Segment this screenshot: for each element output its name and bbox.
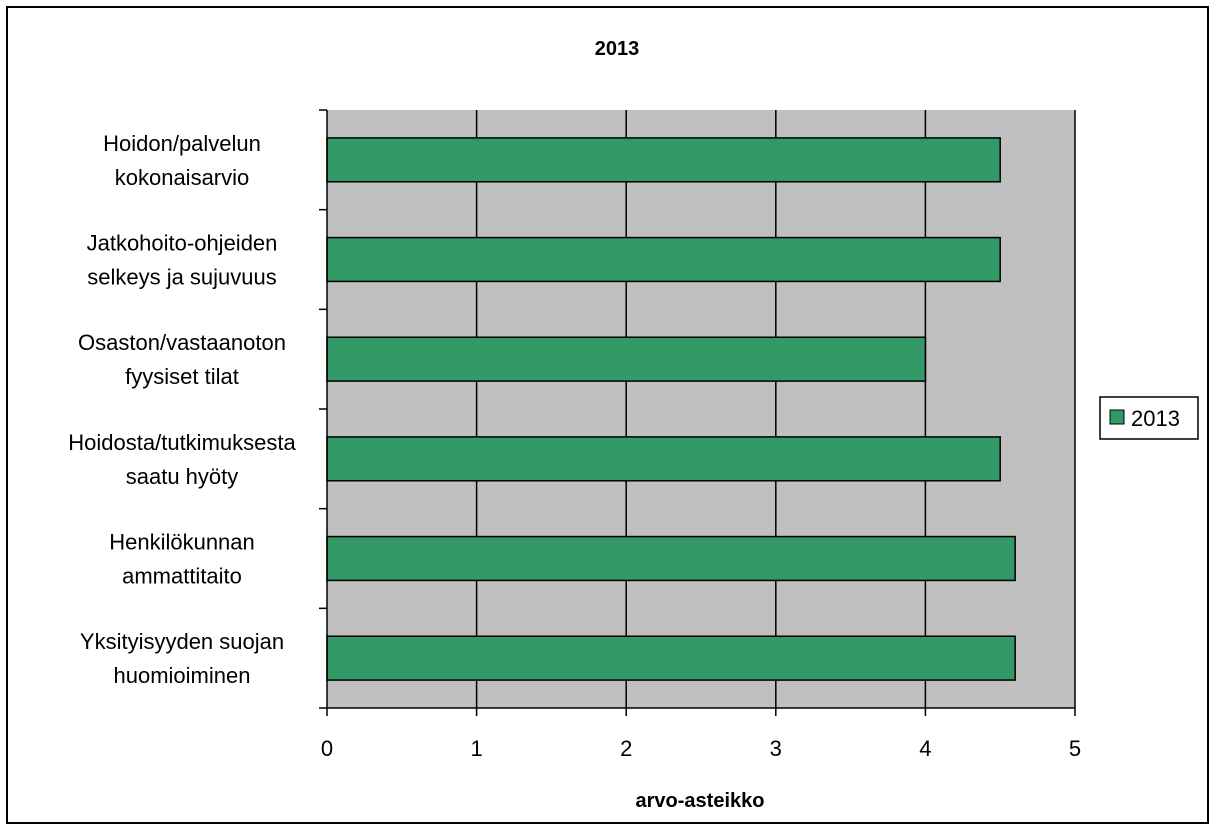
bar <box>326 436 1001 482</box>
x-tick-label: 0 <box>321 736 333 761</box>
category-label-line: Henkilökunnan <box>109 530 255 555</box>
category-label-line: selkeys ja sujuvuus <box>87 265 277 290</box>
x-tick-label: 3 <box>770 736 782 761</box>
category-labels: Hoidon/palvelun kokonaisarvio Jatkohoito-o… <box>68 131 296 688</box>
category-label-line: Yksityisyyden suojan <box>80 629 284 654</box>
category-label-line: Hoidon/palvelun <box>103 131 261 156</box>
x-tick-label: 4 <box>919 736 931 761</box>
category-label-line: Hoidosta/tutkimuksesta <box>68 430 296 455</box>
category-label-line: ammattitaito <box>122 564 242 589</box>
bar <box>326 336 927 382</box>
category-label-line: fyysiset tilat <box>125 364 239 389</box>
category-label-line: saatu hyöty <box>126 464 239 489</box>
category-label-line: Osaston/vastaanoton <box>78 330 286 355</box>
x-tick-labels: 0 1 2 3 4 5 <box>321 736 1081 761</box>
plot-area <box>327 110 1075 708</box>
bar <box>326 535 1016 582</box>
category-label-line: huomioiminen <box>114 663 251 688</box>
category-label: Hoidon/palvelun kokonaisarvio <box>103 131 261 190</box>
chart-title: 2013 <box>595 38 640 60</box>
category-label-line: kokonaisarvio <box>115 165 250 190</box>
category-label: Osaston/vastaanoton fyysiset tilat <box>78 330 286 389</box>
legend-label: 2013 <box>1131 406 1180 431</box>
legend: 2013 <box>1099 396 1199 440</box>
category-label-line: Jatkohoito-ohjeiden <box>87 231 278 256</box>
x-tick-label: 1 <box>470 736 482 761</box>
x-tick-label: 5 <box>1069 736 1081 761</box>
legend-swatch <box>1109 409 1125 425</box>
bar <box>326 635 1016 681</box>
axes <box>319 109 1076 716</box>
category-label: Jatkohoito-ohjeiden selkeys ja sujuvuus <box>87 231 278 290</box>
x-axis-label: arvo-asteikko <box>636 790 765 812</box>
bar <box>326 137 1001 183</box>
category-label: Yksityisyyden suojan huomioiminen <box>80 629 284 688</box>
x-tick-label: 2 <box>620 736 632 761</box>
category-label: Hoidosta/tutkimuksesta saatu hyöty <box>68 430 296 489</box>
gridlines <box>475 110 1076 708</box>
category-label: Henkilökunnan ammattitaito <box>109 530 255 589</box>
bar <box>326 236 1001 283</box>
